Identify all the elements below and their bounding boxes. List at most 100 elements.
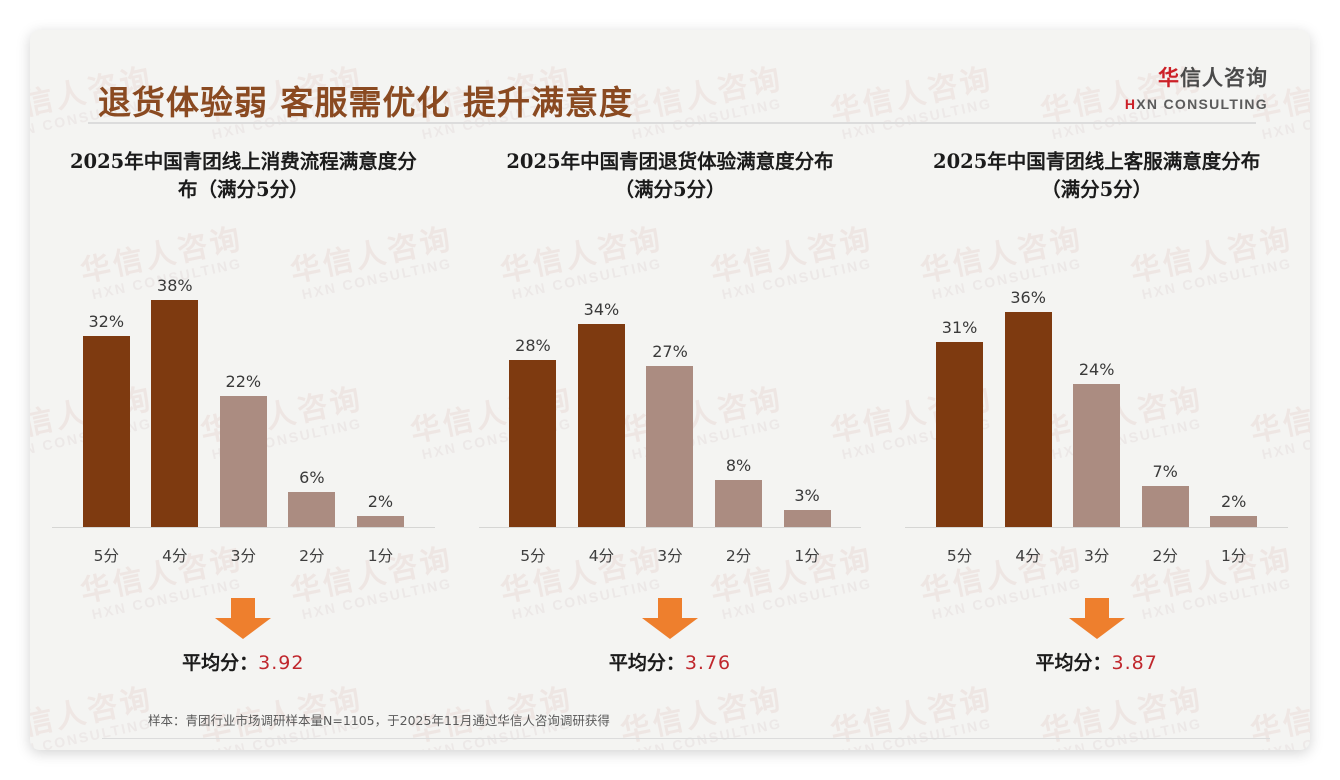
bar-item[interactable]: 3%: [775, 256, 840, 528]
x-axis-line: [905, 527, 1288, 528]
x-axis-tick-label: 3分: [230, 547, 257, 565]
chart-panel-2: 2025年中国青团退货体验满意度分布（满分5分） 28% 34% 27% 8% 3% 5分 4…: [457, 148, 884, 675]
logo-cn-accent: 华: [1158, 66, 1180, 90]
bar-item[interactable]: 7%: [1133, 256, 1198, 528]
x-axis-tick-label: 3分: [657, 547, 683, 565]
slide-header: 退货体验弱 客服需优化 提升满意度 华信人咨询 HXN CONSULTING: [30, 30, 1310, 122]
bar-item[interactable]: 24%: [1064, 256, 1129, 528]
bar-value-label: 36%: [1010, 288, 1046, 307]
bar-chart-plot: 32% 38% 22% 6% 2% 5分 4分 3分 2分 1分: [44, 256, 443, 565]
bar-chart-plot: 28% 34% 27% 8% 3% 5分 4分 3分 2分 1分: [471, 256, 870, 565]
sample-footnote: 样本：青团行业市场调研样本量N=1105，于2025年11月通过华信人咨询调研获…: [148, 713, 610, 728]
x-axis-tick-label: 1分: [367, 547, 394, 565]
average-score-label: 平均分：: [608, 652, 685, 674]
bar-group: 31% 36% 24% 7% 2%: [925, 256, 1268, 528]
header-divider: [88, 122, 1256, 124]
bar-item[interactable]: 2%: [348, 256, 413, 528]
bar-item[interactable]: 2%: [1201, 256, 1266, 528]
x-axis-tick-label: 1分: [794, 547, 820, 565]
chart-title: 2025年中国青团线上客服满意度分布（满分5分）: [933, 150, 1261, 201]
logo-en-rest: XN CONSULTING: [1136, 96, 1268, 112]
bar-group: 32% 38% 22% 6% 2%: [72, 256, 415, 528]
bar[interactable]: [783, 510, 831, 528]
bar[interactable]: [936, 342, 984, 528]
bar-value-label: 7%: [1152, 462, 1178, 481]
bar[interactable]: [1141, 486, 1189, 528]
bar-value-label: 2%: [1221, 492, 1247, 511]
charts-row: 2025年中国青团线上消费流程满意度分布（满分5分） 32% 38% 22% 6% 2% 5…: [30, 148, 1310, 675]
bar-value-label: 38%: [157, 276, 193, 295]
bar-group: 28% 34% 27% 8% 3%: [499, 256, 842, 528]
bar[interactable]: [356, 516, 404, 528]
bar[interactable]: [288, 492, 336, 528]
company-logo: 华信人咨询 HXN CONSULTING: [1125, 62, 1268, 112]
bar[interactable]: [1073, 384, 1121, 528]
x-axis-tick-label: 2分: [299, 547, 325, 565]
chart-title: 2025年中国青团退货体验满意度分布（满分5分）: [506, 150, 834, 201]
bar-item[interactable]: 32%: [74, 256, 139, 528]
x-axis-labels: 5分 4分 3分 2分 1分: [925, 544, 1268, 566]
bar-value-label: 2%: [367, 492, 394, 511]
bar-item[interactable]: 27%: [637, 256, 702, 528]
bar-chart-plot: 31% 36% 24% 7% 2% 5分 4分 3分 2分 1分: [897, 256, 1296, 565]
logo-en-accent: H: [1124, 96, 1137, 112]
bar[interactable]: [219, 396, 267, 528]
bar[interactable]: [1004, 312, 1052, 528]
average-score-label: 平均分：: [182, 652, 259, 674]
chart-title: 2025年中国青团线上消费流程满意度分布（满分5分）: [69, 150, 417, 201]
bar-value-label: 8%: [725, 456, 752, 475]
x-axis-labels: 5分 4分 3分 2分 1分: [72, 544, 415, 566]
bar[interactable]: [715, 480, 763, 528]
average-score-label: 平均分：: [1035, 652, 1112, 674]
x-axis-tick-label: 5分: [946, 547, 973, 565]
logo-cn-rest: 信人咨询: [1180, 66, 1268, 90]
average-score-block: 平均分：3.76: [471, 598, 870, 675]
footer-divider: [102, 738, 1270, 739]
bar-value-label: 22%: [225, 372, 262, 391]
bar-value-label: 27%: [652, 342, 688, 361]
watermark-en: HXN CONSULTING: [840, 714, 994, 750]
logo-chinese-name: 华信人咨询: [1125, 62, 1268, 92]
x-axis-line: [478, 527, 862, 528]
page-title: 退货体验弱 客服需优化 提升满意度: [98, 83, 633, 122]
bar[interactable]: [1210, 516, 1258, 528]
bar[interactable]: [509, 360, 557, 528]
x-axis-labels: 5分 4分 3分 2分 1分: [499, 544, 842, 566]
bar-item[interactable]: 22%: [211, 256, 276, 528]
average-score-value: 3.87: [1111, 652, 1158, 674]
bar-value-label: 32%: [88, 312, 125, 331]
bar[interactable]: [577, 324, 625, 528]
average-score-text: 平均分：3.76: [471, 648, 870, 675]
bar[interactable]: [151, 300, 199, 528]
bar-item[interactable]: 38%: [142, 256, 207, 528]
bar-item[interactable]: 6%: [279, 256, 344, 528]
down-arrow-icon: [215, 598, 272, 639]
watermark-en: HXN CONSULTING: [1050, 714, 1204, 750]
bar-value-label: 28%: [515, 336, 551, 355]
bar-item[interactable]: 28%: [500, 256, 565, 528]
bar-value-label: 34%: [583, 300, 620, 319]
average-score-block: 平均分：3.87: [897, 598, 1296, 675]
bar-item[interactable]: 8%: [706, 256, 771, 528]
bar-value-label: 31%: [941, 318, 978, 337]
bar-item[interactable]: 31%: [927, 256, 992, 528]
x-axis-tick-label: 3分: [1083, 547, 1110, 565]
x-axis-tick-label: 4分: [588, 547, 615, 565]
bar-item[interactable]: 36%: [996, 256, 1061, 528]
watermark-en: HXN CONSULTING: [1260, 714, 1310, 750]
bar-item[interactable]: 34%: [569, 256, 634, 528]
average-score-value: 3.76: [684, 652, 732, 674]
watermark-en: HXN CONSULTING: [30, 714, 154, 750]
watermark-en: HXN CONSULTING: [630, 714, 784, 750]
x-axis-tick-label: 4分: [162, 547, 188, 565]
average-score-value: 3.92: [258, 652, 305, 674]
down-arrow-icon: [1068, 598, 1125, 639]
average-score-block: 平均分：3.92: [44, 598, 443, 675]
bar[interactable]: [646, 366, 694, 528]
bar[interactable]: [82, 336, 130, 528]
bar-value-label: 24%: [1078, 360, 1115, 379]
x-axis-tick-label: 5分: [93, 547, 119, 565]
chart-panel-3: 2025年中国青团线上客服满意度分布（满分5分） 31% 36% 24% 7% 2% 5分 4…: [883, 148, 1310, 675]
logo-english-name: HXN CONSULTING: [1125, 96, 1268, 112]
x-axis-tick-label: 5分: [520, 547, 546, 565]
